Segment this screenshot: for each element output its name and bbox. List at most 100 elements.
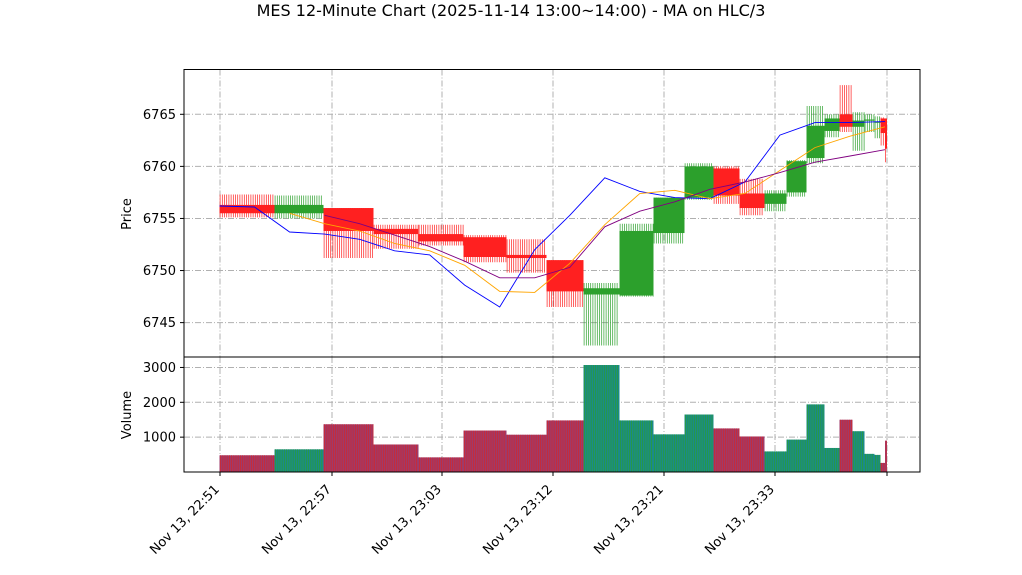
candle-body [274,204,324,214]
candle-body [418,234,464,242]
volume-bar-stripes [807,404,824,472]
volume-bar [880,462,885,472]
candle [506,239,547,273]
candle [713,166,740,204]
volume-bar [786,439,807,472]
candle-body [373,228,419,235]
x-axis-ticks: Nov 13, 22:51 Nov 13, 22:57 Nov 13, 23:03 N… [147,472,888,558]
volume-bar [839,419,853,472]
volume-bar [373,444,419,472]
volume-bar-stripes [765,451,786,472]
candle [546,260,584,307]
candle-wick [583,283,618,346]
volume-bar-stripes [685,414,713,472]
volume-bar-stripes [853,431,863,472]
candle-body [806,125,825,159]
volume-bar-fill [806,404,825,472]
volume-bar-stripes [881,462,885,472]
candle-wick [323,208,373,258]
moving-average-line [219,121,886,308]
volume-bar [739,436,765,472]
volume-bar-stripes [324,424,374,472]
volume-bar-fill [864,453,875,472]
candle [463,235,507,263]
volume-bar [274,449,324,472]
candle [653,197,685,244]
volume-bar [824,447,840,472]
volume-bar-stripes [865,453,873,472]
candle [852,112,865,151]
volume-bar-stripes [507,434,546,472]
candle [824,114,840,138]
volume-bar-stripes [875,454,881,472]
volume-bar-stripes [464,430,505,472]
candle-body [463,237,507,257]
volume-bar [684,414,714,472]
volume-bar-stripes [787,439,806,472]
price-tick-label: 6750 [143,264,176,279]
candle [684,163,714,200]
volume-bar-stripes [654,434,684,472]
candle-wick [839,85,852,132]
candle-body [546,260,584,292]
x-tick-label: Nov 13, 22:51 [147,482,223,558]
volume-bar [619,420,654,472]
candle-body [839,114,853,127]
candle [739,178,765,216]
volume-tick-label: 2000 [143,396,176,411]
volume-bar-fill [463,430,507,472]
moving-average-line [324,149,886,279]
candle-wick [373,224,419,249]
volume-bar-stripes [825,448,840,472]
candle-body [583,288,620,295]
volume-y-ticks: 1000 2000 3000 [143,361,184,446]
price-tick-label: 6760 [143,160,176,175]
price-panel: 6745 6750 6755 6760 6765 Price [120,69,921,358]
candle [373,224,419,249]
volume-bar-fill [713,428,740,472]
volume-bars [219,365,887,472]
x-tick-label: Nov 13, 22:57 [259,482,335,558]
volume-bar [323,424,374,472]
volume-bar [864,453,875,472]
candle [323,208,374,258]
candle-body [885,118,887,149]
moving-average-line [289,126,886,293]
volume-bar [219,455,275,472]
candle-body [852,120,865,127]
candle [583,283,620,346]
volume-bar [583,365,620,472]
price-axis-label: Price [120,198,135,230]
moving-averages [219,121,886,308]
candle [619,223,654,297]
candle-body [824,118,840,131]
volume-bar [546,420,584,472]
volume-bar [852,431,865,472]
candle [764,190,787,212]
volume-bar-fill [880,462,885,472]
volume-tick-label: 3000 [143,361,176,376]
volume-bar-fill [506,434,547,472]
chart-title: MES 12-Minute Chart (2025-11-14 13:00~14… [257,1,766,20]
candle-wick [874,116,880,139]
candle-wick [864,114,875,132]
candle-body [323,208,374,231]
volume-bar [653,434,685,472]
candle-wick [852,112,865,151]
volume-bar-stripes [419,457,462,472]
volume-panel-frame [183,356,921,473]
price-y-ticks: 6745 6750 6755 6760 6765 [143,108,184,331]
volume-bar-stripes [840,419,852,472]
volume-bar-stripes [620,420,652,472]
candle [274,195,324,219]
volume-bar-stripes [547,420,584,472]
candle [885,118,887,163]
x-tick-label: Nov 13, 23:33 [702,482,778,558]
price-tick-label: 6765 [143,108,176,123]
candle-body [219,204,275,214]
candle-body [864,119,875,121]
candle [418,224,464,246]
candle-body [880,118,885,134]
volume-bar-stripes [374,444,417,472]
